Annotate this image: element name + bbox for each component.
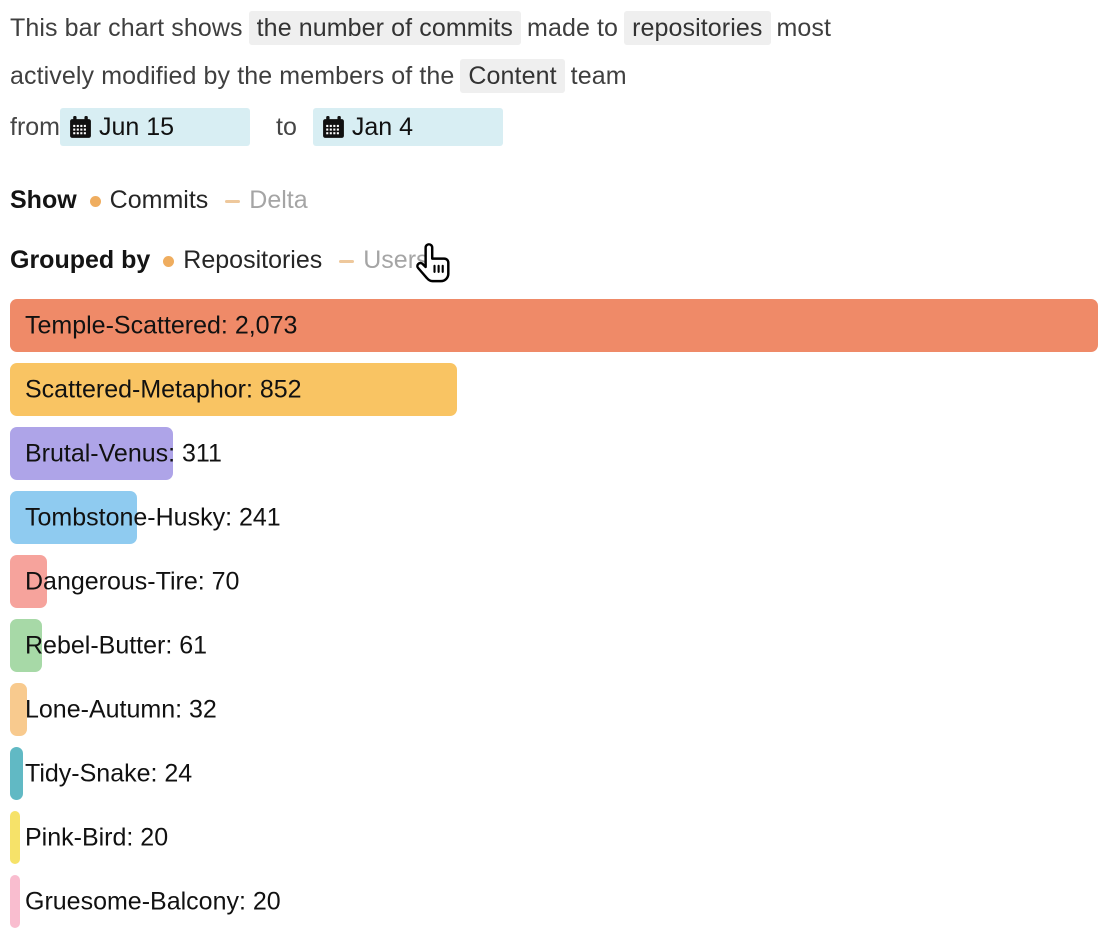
active-bullet-icon (163, 255, 175, 267)
bar-label: Temple-Scattered: 2,073 (25, 311, 298, 339)
description-text-2: made to (527, 14, 619, 42)
bar-row: Tombstone-Husky: 241 (10, 491, 1098, 544)
to-label: to (276, 112, 297, 141)
bar[interactable] (10, 363, 458, 416)
bar[interactable] (10, 299, 1098, 352)
description-text-5: team (570, 62, 627, 90)
inactive-dash-icon (225, 199, 241, 203)
description-text-4: actively modified by the members of the (10, 62, 455, 90)
bar[interactable] (10, 619, 42, 672)
from-label: from (10, 112, 60, 141)
calendar-icon (322, 115, 344, 138)
from-date-picker[interactable]: Jun 15 (60, 108, 250, 146)
show-option-delta[interactable]: Delta (249, 185, 308, 214)
bar-label: Rebel-Butter: 61 (25, 631, 208, 659)
bar-row: Brutal-Venus: 311 (10, 427, 1098, 480)
show-label: Show (10, 185, 77, 214)
bar[interactable] (10, 491, 137, 544)
bar-label: Tombstone-Husky: 241 (25, 503, 281, 531)
bar-label: Gruesome-Balcony: 20 (25, 887, 281, 915)
bar-label: Tidy-Snake: 24 (25, 759, 193, 787)
bar-row: Tidy-Snake: 24 (10, 747, 1098, 800)
bar[interactable] (10, 747, 23, 800)
grouped-by-toggle-row: Grouped by Repositories Users (10, 246, 1098, 274)
inactive-dash-icon (339, 259, 355, 263)
bar-chart: Temple-Scattered: 2,073 Scattered-Metapho… (10, 299, 1098, 928)
date-range-row: from Jun 15 to (10, 108, 1098, 146)
bar-label: Scattered-Metaphor: 852 (25, 375, 302, 403)
bar[interactable] (10, 555, 47, 608)
bar-label: Lone-Autumn: 32 (25, 695, 217, 723)
to-date-picker[interactable]: Jan 4 (312, 108, 503, 146)
bar[interactable] (10, 811, 21, 864)
bar-label: Brutal-Venus: 311 (25, 439, 222, 467)
team-selector-chip[interactable]: Content (460, 59, 565, 93)
bar-label: Pink-Bird: 20 (25, 823, 169, 851)
bar-row: Temple-Scattered: 2,073 (10, 299, 1098, 352)
bar-row: Pink-Bird: 20 (10, 811, 1098, 864)
bar-row: Gruesome-Balcony: 20 (10, 875, 1098, 928)
to-date-value: Jan 4 (351, 112, 414, 141)
calendar-icon (70, 115, 91, 138)
bar-label: Dangerous-Tire: 70 (25, 567, 240, 595)
bar-row: Scattered-Metaphor: 852 (10, 363, 1098, 416)
metric-selector-chip[interactable]: the number of commits (248, 11, 522, 45)
show-option-commits[interactable]: Commits (109, 185, 209, 214)
group-option-users[interactable]: Users (363, 245, 429, 274)
bar-row: Lone-Autumn: 32 (10, 683, 1098, 736)
from-date-value: Jun 15 (99, 112, 175, 141)
grouped-by-label: Grouped by (10, 245, 151, 274)
description-text-1: This bar chart shows (10, 14, 243, 42)
bar-row: Dangerous-Tire: 70 (10, 555, 1098, 608)
show-toggle-row: Show Commits Delta (10, 186, 1098, 214)
chart-description: This bar chart shows the number of commit… (10, 4, 1098, 100)
entity-selector-chip[interactable]: repositories (624, 11, 771, 45)
bar[interactable] (10, 683, 27, 736)
description-text-3: most (776, 14, 832, 42)
group-option-repositories[interactable]: Repositories (183, 245, 323, 274)
bar-row: Rebel-Butter: 61 (10, 619, 1098, 672)
bar[interactable] (10, 875, 21, 928)
bar[interactable] (10, 427, 174, 480)
active-bullet-icon (89, 195, 101, 207)
